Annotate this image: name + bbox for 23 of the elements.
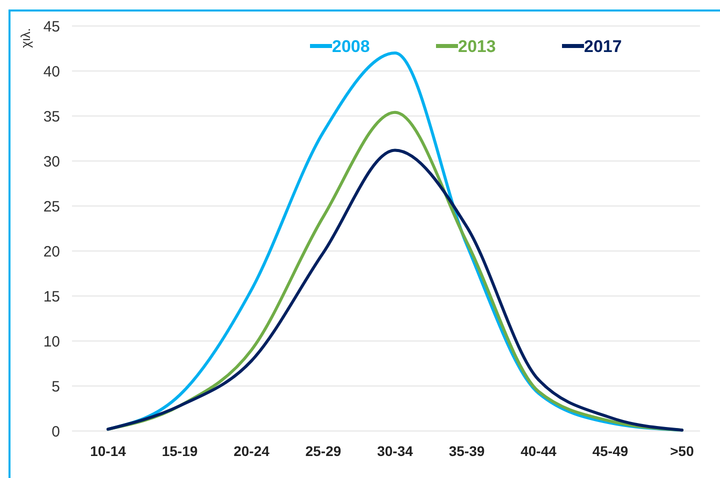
x-tick-label: 45-49 xyxy=(592,443,628,459)
y-tick-label: 45 xyxy=(43,18,60,36)
x-tick-label: 15-19 xyxy=(162,443,198,459)
legend-label: 2017 xyxy=(584,37,622,56)
legend-label: 2008 xyxy=(332,37,370,56)
legend-label: 2013 xyxy=(458,37,496,56)
y-tick-label: 5 xyxy=(52,378,60,396)
x-tick-label: 25-29 xyxy=(305,443,342,459)
y-tick-label: 15 xyxy=(43,288,60,306)
x-tick-label: >50 xyxy=(670,443,694,459)
x-tick-label: 35-39 xyxy=(448,443,485,459)
y-tick-label: 40 xyxy=(43,63,60,80)
x-tick-label: 10-14 xyxy=(90,443,126,459)
y-tick-label: 25 xyxy=(43,198,60,216)
x-tick-label: 30-34 xyxy=(377,443,414,459)
y-tick-label: 20 xyxy=(43,243,60,260)
y-tick-label: 35 xyxy=(43,108,60,126)
y-tick-label: 30 xyxy=(43,153,60,170)
x-tick-label: 20-24 xyxy=(234,443,270,459)
y-tick-label: 0 xyxy=(52,423,60,440)
x-tick-label: 40-44 xyxy=(520,443,557,459)
y-axis-title: χιλ. xyxy=(18,28,33,48)
y-tick-label: 10 xyxy=(43,333,60,350)
